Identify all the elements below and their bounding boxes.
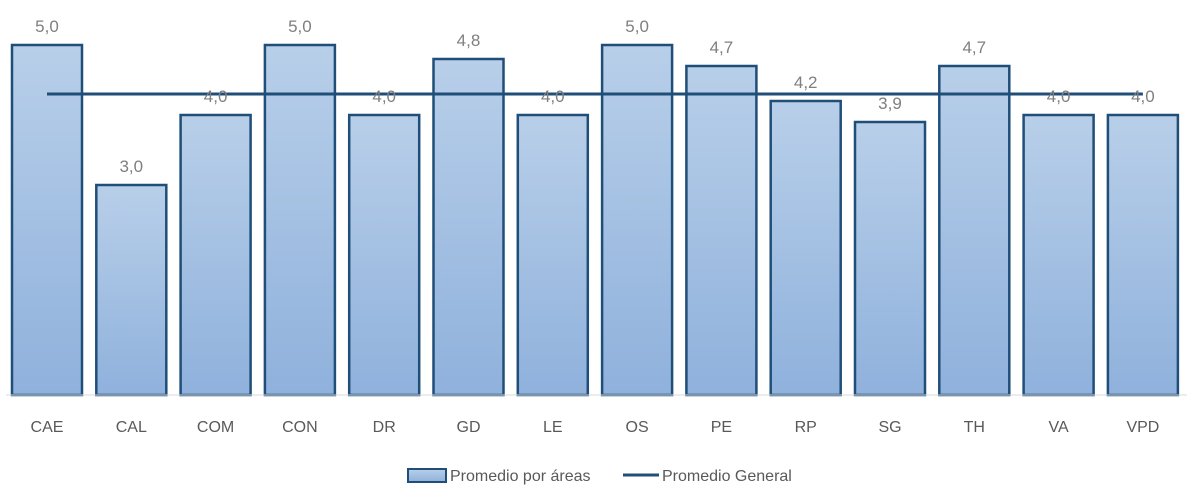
bar-dr [347, 113, 421, 397]
bar-pe [685, 64, 758, 397]
x-tick-label-os: OS [626, 419, 649, 436]
legend-label-line: Promedio General [662, 468, 792, 485]
bars-group [10, 43, 1180, 397]
legend-label-bars: Promedio por áreas [450, 468, 591, 485]
x-tick-label-com: COM [197, 419, 234, 436]
x-tick-label-sg: SG [878, 419, 901, 436]
x-tick-label-le: LE [543, 419, 563, 436]
x-tick-label-vpd: VPD [1126, 419, 1159, 436]
bar-le [516, 113, 590, 397]
data-label-gd: 4,8 [457, 31, 481, 50]
bar-cal [95, 183, 168, 397]
bar-com [179, 113, 252, 397]
bar-rp [769, 99, 842, 397]
legend-swatch-bars [407, 468, 447, 483]
data-label-pe: 4,7 [710, 38, 734, 57]
data-label-os: 5,0 [625, 17, 649, 36]
data-label-cal: 3,0 [119, 157, 143, 176]
data-label-com: 4,0 [204, 87, 228, 106]
legend: Promedio por áreas Promedio General [407, 468, 792, 485]
data-label-dr: 4,0 [372, 87, 396, 106]
data-label-sg: 3,9 [878, 94, 902, 113]
x-tick-label-dr: DR [373, 419, 396, 436]
data-label-con: 5,0 [288, 17, 312, 36]
data-label-va: 4,0 [1047, 87, 1071, 106]
x-tick-label-cae: CAE [31, 419, 64, 436]
x-tick-label-rp: RP [795, 419, 817, 436]
x-tick-label-gd: GD [457, 419, 481, 436]
bar-va [1022, 113, 1095, 397]
data-labels-group: 5,0 3,0 4,0 5,0 4,0 4,8 4,0 5,0 4,7 4,2 3,9 4,7 4,0 4… [35, 17, 1155, 176]
x-tick-label-th: TH [964, 419, 985, 436]
x-tick-label-cal: CAL [116, 419, 147, 436]
data-label-cae: 5,0 [35, 17, 59, 36]
x-tick-label-con: CON [282, 419, 318, 436]
data-label-th: 4,7 [962, 38, 986, 57]
x-axis-tick-labels: CAE CAL COM CON DR GD LE OS PE RP SG TH VA VPD [31, 419, 1160, 436]
bar-gd [432, 57, 505, 397]
bar-cae [10, 43, 84, 397]
bar-con [263, 43, 337, 397]
bar-vpd [1106, 113, 1180, 397]
x-tick-label-pe: PE [711, 419, 732, 436]
data-label-vpd: 4,0 [1131, 87, 1155, 106]
bar-os [600, 43, 674, 397]
data-label-rp: 4,2 [794, 73, 818, 92]
bar-th [938, 64, 1011, 397]
bar-sg [853, 120, 927, 397]
x-tick-label-va: VA [1049, 419, 1069, 436]
data-label-le: 4,0 [541, 87, 565, 106]
